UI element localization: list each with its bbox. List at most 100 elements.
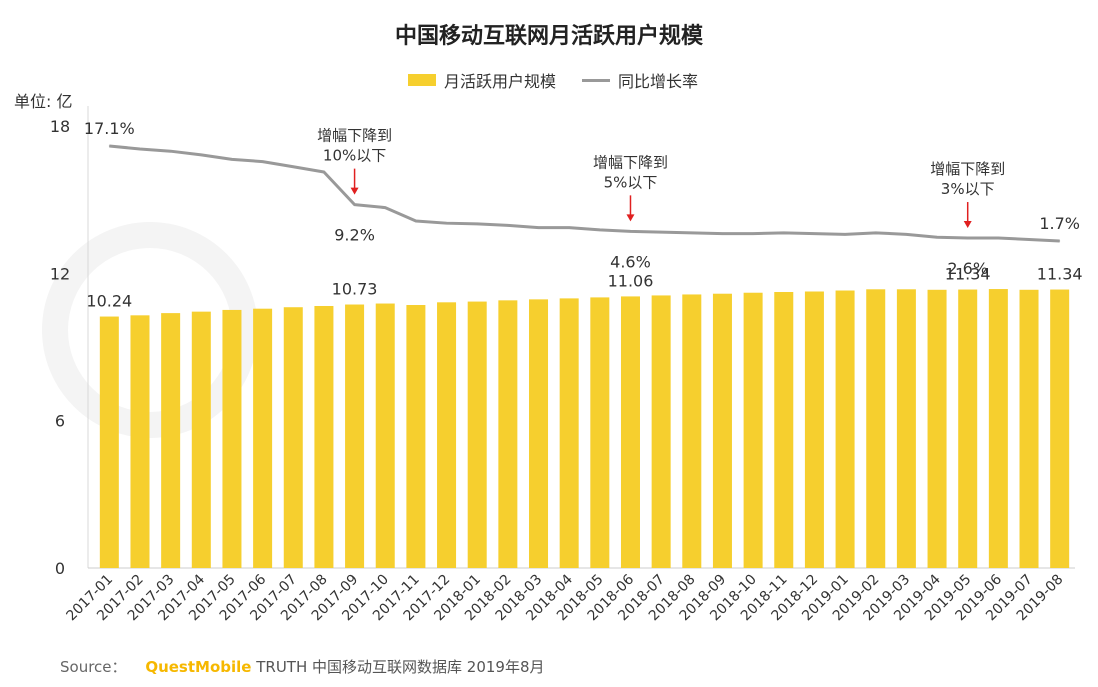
bar-2017-12	[437, 302, 457, 568]
bar-2017-05	[222, 309, 242, 568]
bar-2017-11	[406, 305, 426, 568]
bar-2018-04	[559, 298, 579, 568]
growth-point-2018-09	[721, 233, 723, 235]
bar-value-label: 11.34	[1037, 265, 1083, 284]
growth-point-2018-08	[691, 232, 693, 234]
growth-point-2019-05	[967, 237, 969, 239]
bar-2018-09	[712, 293, 732, 568]
bar-2018-05	[590, 297, 610, 568]
chart-legend: 月活跃用户规模 同比增长率	[408, 68, 698, 92]
watermark-ring	[42, 222, 258, 438]
annotation-arrow-head	[350, 187, 359, 195]
legend-swatch-line	[582, 78, 611, 82]
y-tick-label: 0	[55, 559, 65, 578]
y-tick-label: 6	[55, 412, 65, 431]
growth-point-2018-04	[568, 227, 570, 229]
bar-2019-03	[896, 289, 916, 568]
growth-point-2018-07	[660, 231, 662, 233]
bar-2017-10	[375, 303, 395, 568]
growth-value-label: 9.2%	[334, 226, 375, 245]
growth-point-2018-02	[507, 224, 509, 226]
bar-value-label: 11.06	[608, 271, 654, 290]
legend-swatch-bar	[408, 74, 436, 86]
annotation-line-1: 增幅下降到	[317, 127, 392, 145]
growth-point-2019-02	[875, 232, 877, 234]
growth-point-2018-05	[599, 229, 601, 231]
y-tick-label: 18	[50, 117, 70, 136]
annotation-line-2: 5%以下	[604, 173, 658, 191]
bar-2017-08	[314, 305, 334, 568]
chart-title: 中国移动互联网月活跃用户规模	[394, 24, 703, 49]
growth-point-2019-06	[997, 237, 999, 239]
growth-point-2017-10	[384, 207, 386, 209]
source-brand: QuestMobile	[145, 658, 252, 676]
legend-label-line: 同比增长率	[618, 72, 699, 91]
growth-point-2018-06	[629, 230, 631, 232]
bar-2017-01	[99, 316, 119, 568]
growth-point-2017-04	[200, 154, 202, 156]
legend-label-bar: 月活跃用户规模	[444, 72, 557, 91]
growth-value-label: 17.1%	[84, 119, 135, 138]
source-rest: TRUTH 中国移动互联网数据库 2019年8月	[256, 658, 545, 676]
growth-point-2017-12	[446, 222, 448, 224]
bar-2019-01	[835, 290, 855, 568]
growth-point-2017-09	[354, 204, 356, 206]
growth-value-label: 2.6%	[947, 259, 988, 278]
bar-2017-09	[345, 304, 365, 568]
bar-2019-02	[866, 289, 886, 568]
bar-2017-07	[283, 307, 303, 568]
growth-point-2017-03	[170, 150, 172, 152]
source-label: Source：	[60, 658, 127, 676]
growth-value-label: 1.7%	[1039, 214, 1080, 233]
growth-point-2017-08	[323, 171, 325, 173]
bar-2018-02	[498, 300, 518, 568]
bar-value-label: 10.73	[332, 280, 378, 299]
annotation-line-2: 10%以下	[323, 147, 386, 165]
annotation-line-2: 3%以下	[941, 180, 995, 198]
bar-2017-02	[130, 315, 150, 568]
growth-point-2017-06	[262, 161, 264, 163]
bar-2019-08	[1050, 289, 1070, 568]
growth-point-2019-08	[1059, 240, 1061, 242]
bar-2019-05	[958, 289, 978, 568]
growth-rate-line	[109, 144, 1060, 243]
growth-point-2019-04	[936, 236, 938, 238]
bar-2017-04	[191, 311, 211, 568]
bar-2018-08	[682, 294, 702, 568]
bar-2018-01	[467, 301, 487, 568]
growth-point-2017-07	[292, 166, 294, 168]
annotation-arrow-head	[963, 221, 972, 229]
growth-point-2018-01	[476, 223, 478, 225]
bar-value-label: 11.34	[945, 265, 991, 284]
bar-value-label: 10.24	[86, 292, 132, 311]
growth-point-2017-01	[108, 145, 110, 147]
y-tick-label: 12	[50, 264, 70, 283]
bar-2017-03	[161, 313, 181, 568]
bar-2018-10	[743, 292, 763, 568]
bar-2018-11	[774, 291, 794, 568]
growth-point-2017-02	[139, 148, 141, 150]
growth-point-2019-03	[905, 233, 907, 235]
bar-2019-06	[988, 289, 1008, 568]
growth-point-2018-03	[538, 227, 540, 229]
growth-point-2017-05	[231, 158, 233, 160]
bar-2018-12	[804, 291, 824, 568]
growth-point-2018-11	[783, 232, 785, 234]
annotation-arrow-head	[626, 214, 635, 222]
annotation-line-1: 增幅下降到	[593, 153, 668, 171]
growth-point-2018-10	[752, 233, 754, 235]
source-note: Source： QuestMobile TRUTH 中国移动互联网数据库 201…	[60, 656, 545, 677]
growth-point-2018-12	[813, 233, 815, 235]
bar-2019-07	[1019, 289, 1039, 568]
bar-2017-06	[253, 308, 273, 568]
bar-2018-03	[529, 299, 549, 568]
growth-point-2019-07	[1028, 239, 1030, 241]
bar-2018-07	[651, 295, 671, 568]
growth-value-label: 4.6%	[610, 252, 651, 271]
growth-point-2017-11	[415, 220, 417, 222]
bar-2018-06	[620, 296, 640, 568]
growth-point-2019-01	[844, 233, 846, 235]
annotation-line-1: 增幅下降到	[930, 160, 1005, 178]
bar-2019-04	[927, 289, 947, 568]
